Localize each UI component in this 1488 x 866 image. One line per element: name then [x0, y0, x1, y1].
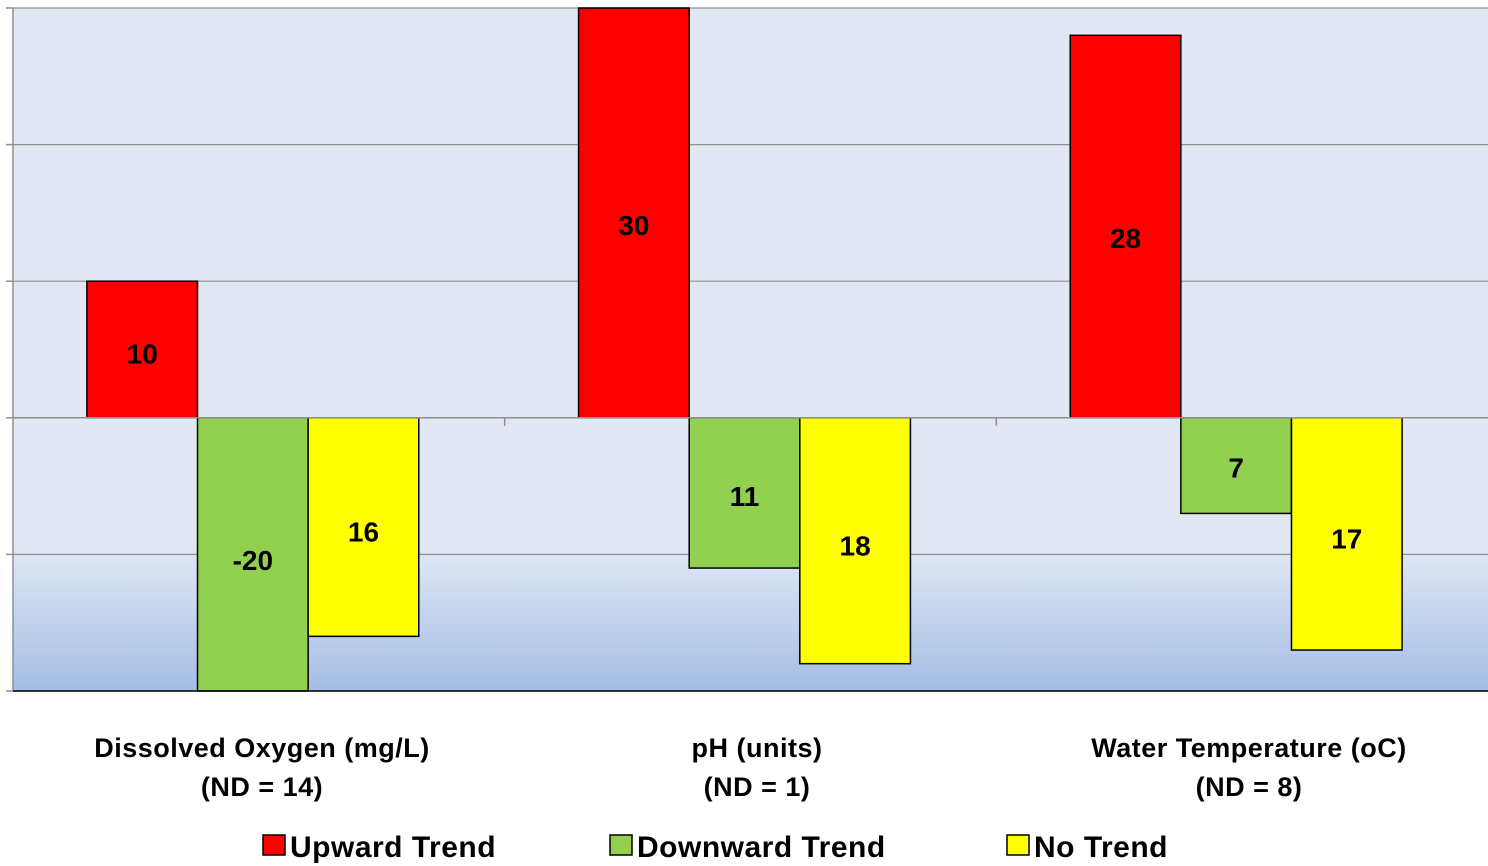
legend-swatch: [262, 834, 286, 856]
bar-downward-trend: [1180, 417, 1293, 515]
data-label: 28: [1110, 223, 1141, 254]
category-label: Dissolved Oxygen (mg/L): [94, 733, 430, 763]
data-label: 18: [840, 531, 871, 562]
data-label: 10: [127, 339, 158, 370]
bar-no-trend: [799, 417, 912, 665]
bars: [86, 7, 1403, 692]
data-label: 11: [730, 481, 760, 512]
axes: [6, 7, 1488, 692]
category-label: pH (units): [692, 733, 823, 763]
data-label: 16: [348, 516, 379, 547]
legend-swatch: [1006, 834, 1030, 856]
category-sublabel: (ND = 8): [1196, 772, 1303, 802]
bar-no-trend: [1290, 417, 1403, 651]
category-sublabel: (ND = 1): [704, 772, 811, 802]
legend-entry: Downward Trend: [637, 831, 886, 864]
data-label: -20: [233, 545, 273, 576]
bar-upward-trend: [1069, 34, 1182, 419]
legend-entry: No Trend: [1034, 831, 1168, 864]
bar-no-trend: [307, 417, 420, 638]
bar-downward-trend: [196, 417, 309, 692]
category-labels: Dissolved Oxygen (mg/L) (ND = 14) pH (unit…: [94, 733, 1407, 802]
data-label: 30: [618, 210, 649, 241]
bar-upward-trend: [577, 7, 690, 419]
bar-upward-trend: [86, 280, 199, 419]
data-labels: 10 -20 16 30 11 18 28 7 17: [127, 210, 1363, 576]
legend-entry: Upward Trend: [290, 831, 496, 864]
legend-swatch: [609, 834, 633, 856]
category-sublabel: (ND = 14): [201, 772, 323, 802]
data-label: 7: [1228, 453, 1244, 484]
data-label: 17: [1331, 524, 1362, 555]
category-label: Water Temperature (oC): [1091, 733, 1407, 763]
legend: Upward Trend Downward Trend No Trend: [262, 831, 1168, 864]
